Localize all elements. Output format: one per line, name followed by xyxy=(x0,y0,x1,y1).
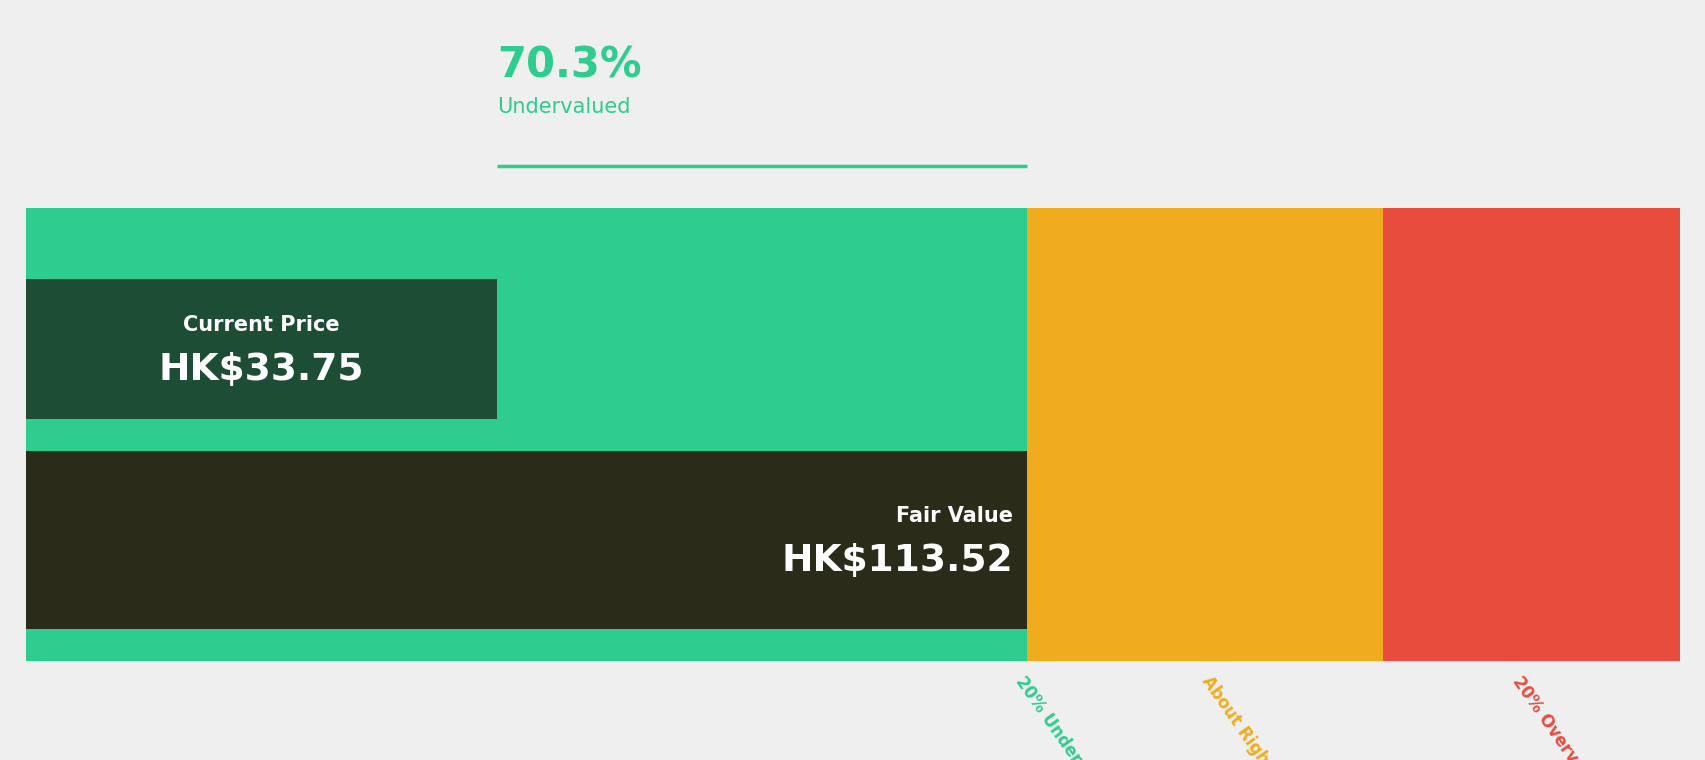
Bar xyxy=(1026,451,1381,629)
Text: HK$113.52: HK$113.52 xyxy=(781,543,1013,579)
Bar xyxy=(26,451,1026,629)
Bar xyxy=(26,280,496,419)
Bar xyxy=(26,208,1026,240)
Bar xyxy=(26,240,1026,419)
Bar xyxy=(1026,240,1381,419)
Text: Undervalued: Undervalued xyxy=(496,97,631,117)
Bar xyxy=(1381,240,1679,419)
Bar xyxy=(26,629,1026,661)
Bar xyxy=(1381,419,1679,451)
Text: 20% Overvalued: 20% Overvalued xyxy=(1507,673,1610,760)
Bar xyxy=(1026,208,1381,240)
Text: HK$33.75: HK$33.75 xyxy=(159,353,363,388)
Bar xyxy=(26,451,1026,629)
Text: About Right: About Right xyxy=(1197,673,1277,760)
Text: Current Price: Current Price xyxy=(182,315,339,335)
Bar xyxy=(1381,629,1679,661)
Bar xyxy=(1381,451,1679,629)
Text: 20% Undervalued: 20% Undervalued xyxy=(1011,673,1120,760)
Bar xyxy=(1026,629,1381,661)
Text: Fair Value: Fair Value xyxy=(895,505,1013,526)
Bar xyxy=(1381,208,1679,240)
Text: 70.3%: 70.3% xyxy=(496,45,641,87)
Bar xyxy=(1026,419,1381,451)
Bar xyxy=(26,419,1026,451)
